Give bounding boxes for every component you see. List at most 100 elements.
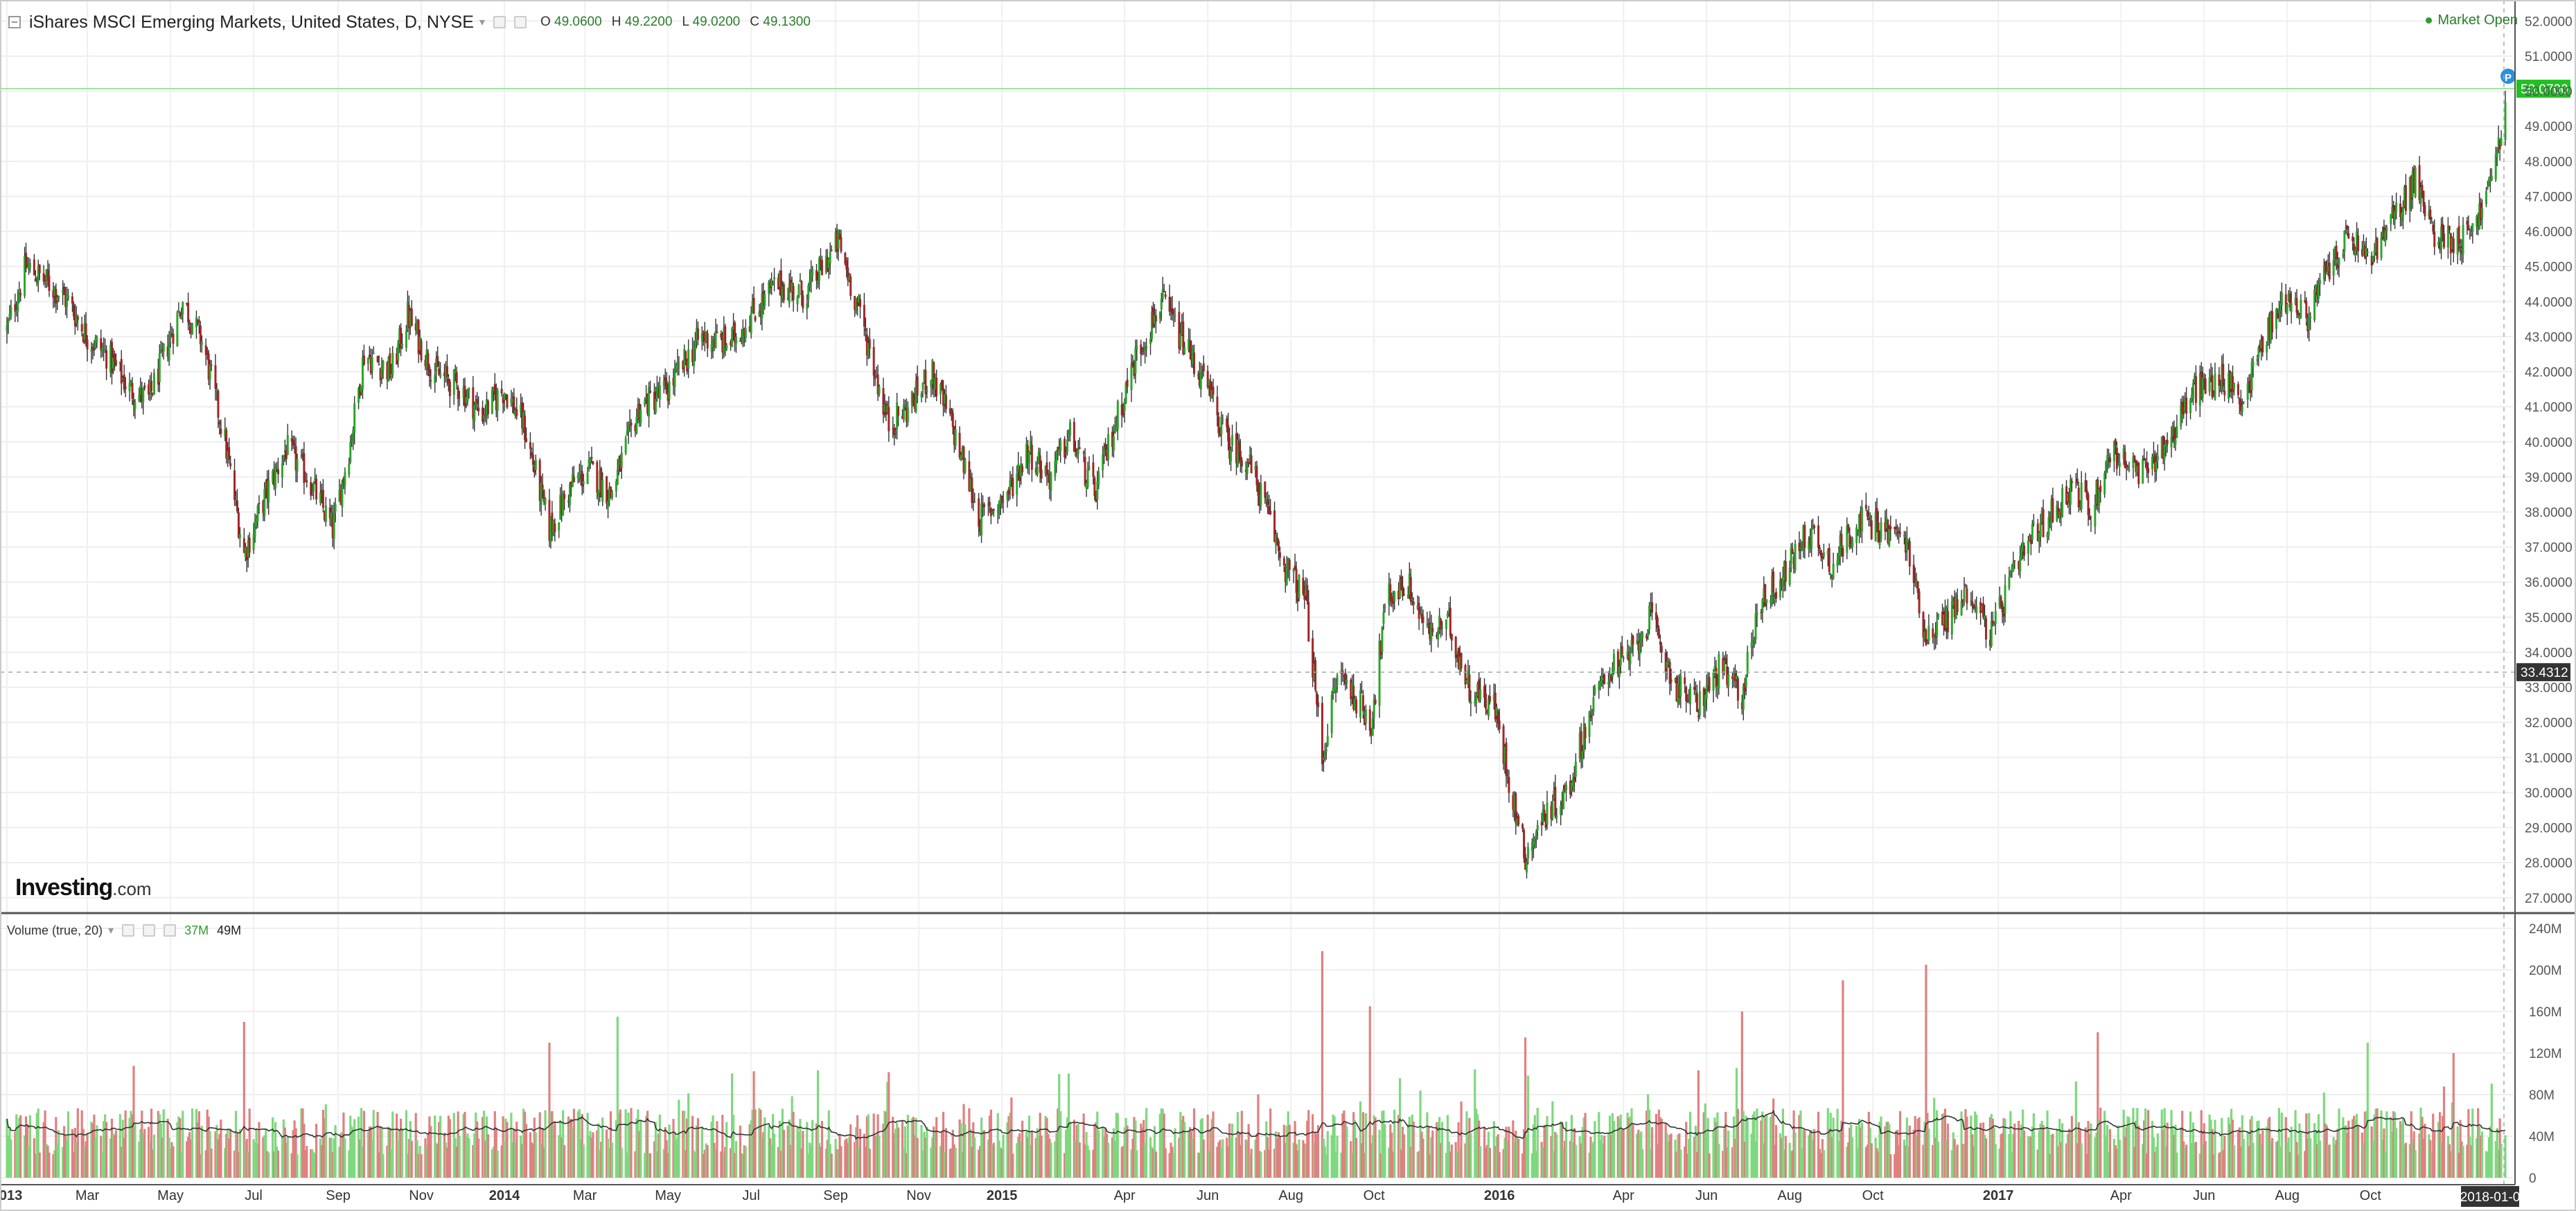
candle-body	[45, 269, 48, 281]
candle-body	[2208, 377, 2211, 392]
candle-body	[1636, 639, 1639, 644]
candle-body	[811, 269, 814, 276]
candle-body	[568, 483, 571, 506]
volume-bar	[367, 1131, 369, 1178]
volume-bar	[1368, 1006, 1371, 1178]
candle-body	[1952, 600, 1955, 606]
candle-body	[1736, 678, 1739, 701]
candle-body	[348, 463, 351, 475]
volume-bar	[362, 1111, 366, 1178]
candle-body	[324, 505, 327, 522]
candle-body	[1791, 549, 1794, 554]
time-tick-label: Aug	[1278, 1188, 1303, 1203]
candle-body	[1914, 578, 1916, 581]
hide-icon[interactable]	[143, 924, 156, 937]
volume-bar	[2318, 1140, 2322, 1178]
candle-body	[2414, 167, 2417, 197]
volume-bar	[1474, 1069, 1476, 1178]
candle-body	[987, 504, 989, 505]
volume-bar	[1536, 1108, 1539, 1178]
symbol-title[interactable]: iShares MSCI Emerging Markets, United St…	[29, 12, 474, 32]
candle-body	[1685, 687, 1688, 702]
remove-icon[interactable]	[164, 924, 177, 937]
volume-bar	[782, 1129, 785, 1178]
volume-bar	[2404, 1142, 2407, 1178]
chevron-down-icon[interactable]: ▾	[479, 17, 485, 28]
volume-bar	[400, 1128, 404, 1178]
volume-bar	[672, 1119, 675, 1178]
volume-bar	[865, 1116, 868, 1178]
volume-bar	[1599, 1140, 1602, 1178]
candle-body	[1726, 666, 1729, 685]
settings-icon[interactable]	[122, 924, 135, 937]
volume-bar	[2222, 1150, 2225, 1178]
candle-body	[2061, 488, 2064, 518]
candle-body	[2451, 238, 2453, 249]
candle-body	[103, 348, 105, 350]
candle-body	[2067, 493, 2070, 502]
candle-body	[2324, 261, 2327, 272]
volume-bar	[2022, 1130, 2026, 1178]
settings-icon[interactable]	[493, 16, 506, 28]
candle-body	[44, 277, 46, 282]
candle-body	[2334, 246, 2336, 257]
candle-body	[75, 316, 78, 324]
volume-bar	[1389, 1124, 1392, 1178]
volume-bar	[1674, 1140, 1677, 1178]
volume-bar	[19, 1115, 22, 1178]
candle-body	[1054, 461, 1057, 477]
candle-body	[157, 369, 159, 385]
volume-bar	[1040, 1135, 1043, 1178]
volume-bar	[2267, 1119, 2270, 1178]
candle-body	[724, 326, 727, 346]
volume-bar	[548, 1043, 551, 1178]
candle-body	[838, 233, 841, 240]
candle-body	[351, 441, 353, 442]
collapse-icon[interactable]	[8, 16, 21, 28]
candle-body	[1333, 687, 1336, 692]
volume-bar	[1942, 1113, 1946, 1178]
price-tick-label: 48.0000	[2525, 155, 2573, 170]
candle-body	[2222, 364, 2225, 387]
candle-body	[166, 346, 169, 357]
volume-bar	[1914, 1115, 1916, 1178]
candle-body	[2308, 316, 2311, 330]
volume-bar	[1021, 1120, 1024, 1178]
volume-bar	[1009, 1113, 1012, 1178]
candle-body	[1381, 627, 1384, 652]
volume-bar	[2428, 1134, 2431, 1178]
volume-bar	[2104, 1135, 2108, 1178]
volume-bar	[1230, 1123, 1234, 1178]
candle-body	[342, 477, 345, 483]
volume-bar	[2432, 1113, 2435, 1178]
candle-body	[667, 392, 669, 401]
chevron-down-icon[interactable]: ▾	[108, 925, 114, 937]
volume-bar	[82, 1129, 85, 1178]
candle-body	[1686, 700, 1689, 702]
candle-body	[1799, 547, 1802, 549]
investing-logo[interactable]: Investing.com	[15, 874, 152, 901]
candle-body	[980, 503, 983, 536]
candle-body	[1889, 526, 1892, 529]
candle-body	[101, 348, 104, 352]
volume-bar	[1450, 1144, 1453, 1178]
volume-title[interactable]: Volume (true, 20)	[7, 923, 103, 937]
volume-bar	[67, 1111, 70, 1178]
candle-body	[2421, 184, 2424, 195]
candle-body	[834, 232, 837, 251]
candle-body	[15, 310, 18, 312]
volume-bar	[2070, 1115, 2074, 1178]
volume-bar	[1616, 1116, 1619, 1178]
volume-bar	[572, 1108, 575, 1178]
volume-bar	[730, 1073, 734, 1178]
volume-bar	[1842, 980, 1844, 1178]
candle-body	[417, 320, 420, 354]
candle-body	[128, 382, 131, 391]
candle-body	[1516, 818, 1519, 824]
volume-bar	[968, 1108, 971, 1178]
candle-body	[859, 299, 862, 307]
hide-icon[interactable]	[513, 16, 527, 28]
volume-bar	[1608, 1115, 1612, 1178]
volume-bar	[779, 1150, 783, 1178]
